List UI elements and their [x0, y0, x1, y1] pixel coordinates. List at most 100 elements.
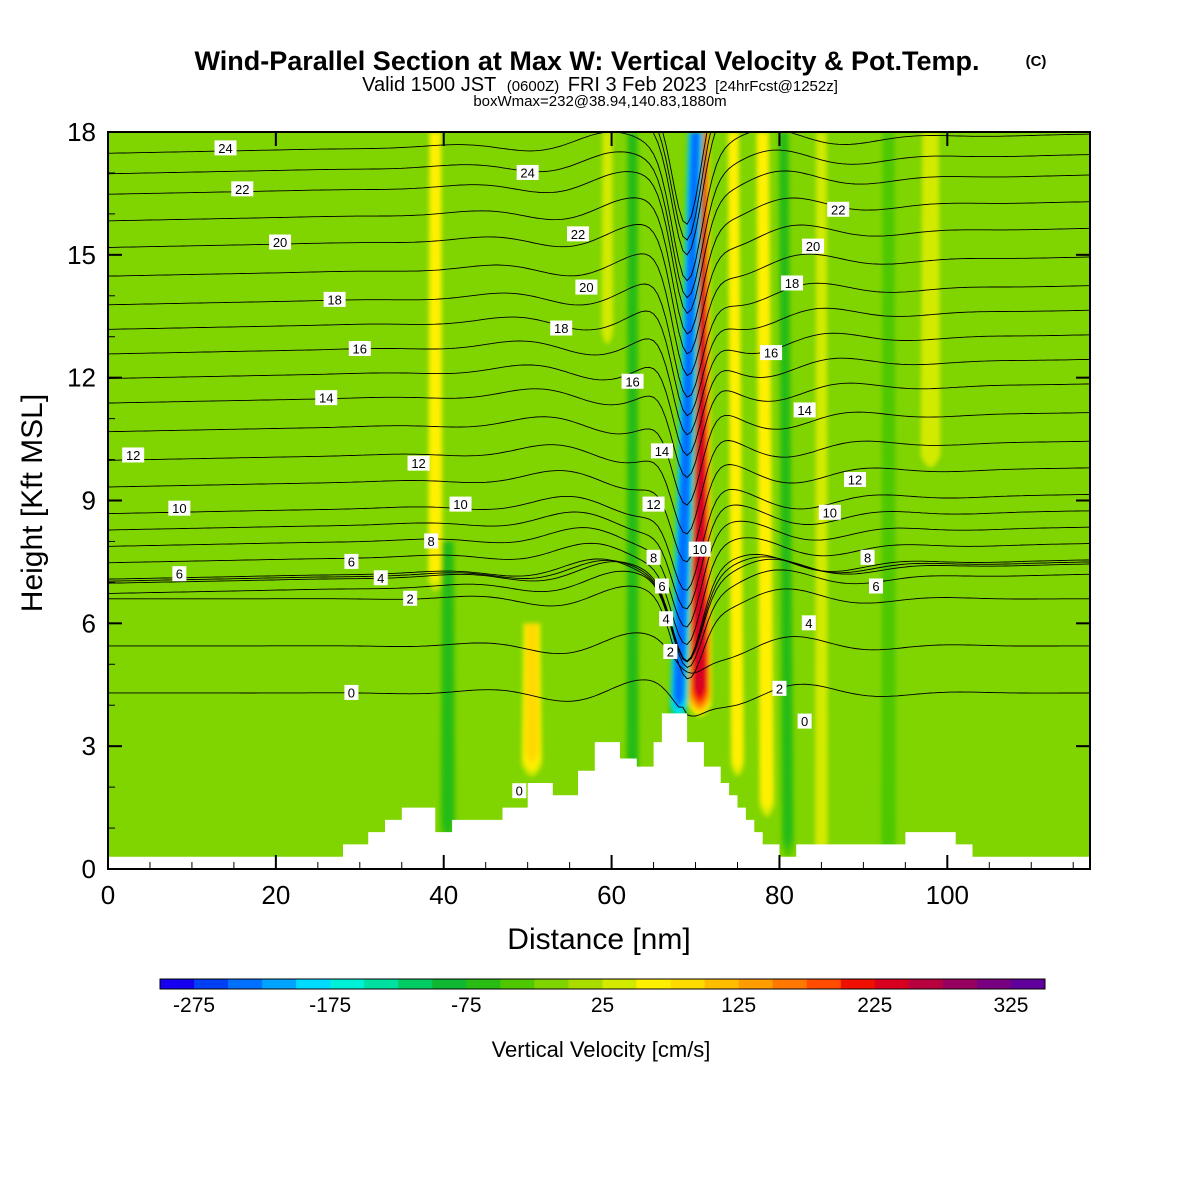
terrain — [108, 713, 1090, 869]
theta-label-box — [512, 783, 527, 799]
theta-label: 24 — [214, 140, 237, 156]
colorbar-swatch — [772, 979, 808, 989]
colorbar-swatch — [874, 979, 910, 989]
theta-label: 20 — [575, 279, 598, 295]
theta-label-box — [802, 238, 825, 254]
colorbar-tick-label: -275 — [173, 994, 215, 1017]
theta-label-box — [843, 472, 866, 488]
w-feature-updraft — [920, 132, 941, 468]
theta-label-text: 14 — [797, 403, 811, 418]
w-feature-downdraft — [668, 132, 704, 725]
theta-contour-2 — [108, 585, 1090, 680]
theta-contour-6 — [108, 553, 1090, 662]
w-band — [601, 132, 614, 344]
theta-label: 2 — [772, 680, 787, 696]
x-axis: 0 20 40 60 80 100 — [101, 132, 1074, 910]
theta-label-text: 18 — [327, 292, 341, 307]
theta-contour-8 — [108, 520, 1090, 628]
theta-label-box — [654, 578, 669, 594]
valid-line: Valid 1500 JST (0600Z) FRI 3 Feb 2023 [2… — [362, 74, 838, 96]
theta-label: 16 — [760, 345, 783, 361]
theta-label: 22 — [231, 181, 254, 197]
w-feature-updraft — [521, 623, 543, 777]
theta-label: 12 — [407, 455, 430, 471]
theta-label-box — [344, 553, 359, 569]
colorbar-swatch — [738, 979, 774, 989]
w-band — [815, 132, 828, 856]
theta-label: 6 — [344, 553, 359, 569]
theta-label-text: 2 — [667, 644, 674, 659]
w-band — [779, 132, 793, 848]
chart-title: Wind-Parallel Section at Max W: Vertical… — [195, 46, 980, 76]
theta-contour-18 — [108, 282, 1090, 398]
theta-label-text: 0 — [516, 784, 523, 799]
theta-label-text: 18 — [554, 321, 568, 336]
theta-label-text: 10 — [692, 542, 706, 557]
theta-label-box — [567, 226, 590, 242]
theta-contour-10 — [108, 488, 1090, 591]
x-tick-label: 40 — [429, 880, 458, 910]
theta-label-box — [168, 500, 191, 516]
theta-label-text: 16 — [764, 346, 778, 361]
theta-contour-16 — [108, 332, 1090, 436]
theta-contour-17 — [108, 307, 1090, 417]
theta-label: 18 — [323, 291, 346, 307]
theta-label-text: 24 — [520, 165, 534, 180]
y-tick-label: 15 — [67, 240, 96, 270]
theta-label: 0 — [344, 684, 359, 700]
theta-label-box — [516, 164, 539, 180]
w-feature-updraft — [815, 132, 828, 856]
theta-label-text: 0 — [801, 714, 808, 729]
theta-label-text: 2 — [407, 591, 414, 606]
colorbar-swatch — [228, 979, 263, 989]
theta-label: 6 — [172, 566, 187, 582]
theta-label-text: 22 — [571, 227, 585, 242]
utc-time: (0600Z) — [507, 78, 560, 95]
colorbar-swatch — [568, 979, 603, 989]
colorbar-swatch — [1010, 979, 1046, 989]
w-feature-downdraft — [778, 132, 795, 858]
theta-label: 22 — [567, 226, 590, 242]
w-feature-updraft — [601, 132, 614, 344]
theta-label-text: 22 — [831, 202, 845, 217]
w-feature-updraft — [756, 132, 775, 817]
theta-contour-15 — [108, 357, 1090, 457]
colorbar-swatch — [670, 979, 706, 989]
colorbar-swatch — [296, 979, 331, 989]
theta-label: 20 — [269, 234, 292, 250]
colorbar-frame — [159, 978, 1046, 990]
colorbar-swatch — [636, 979, 672, 989]
colorbar-swatch — [908, 979, 944, 989]
theta-label: 6 — [868, 578, 883, 594]
theta-label-text: 10 — [172, 501, 186, 516]
theta-label-text: 10 — [823, 505, 837, 520]
theta-label-box — [663, 643, 678, 659]
theta-label-text: 0 — [348, 685, 355, 700]
w-band — [524, 623, 539, 763]
theta-label: 8 — [646, 549, 661, 565]
theta-label-text: 22 — [235, 182, 249, 197]
x-axis-label: Distance [nm] — [507, 923, 690, 956]
theta-label: 14 — [793, 402, 816, 418]
w-band — [881, 132, 896, 856]
theta-label-box — [659, 611, 674, 627]
theta-label-box — [642, 496, 665, 512]
y-axis: 0 3 6 9 12 15 18 — [67, 117, 1090, 884]
w-feature-downdraft — [881, 132, 896, 856]
colorbar-swatch — [602, 979, 638, 989]
theta-label-box — [315, 390, 338, 406]
theta-contour-0 — [108, 679, 1090, 717]
w-band — [627, 132, 638, 830]
theta-label-box — [650, 443, 673, 459]
theta-contour-11 — [108, 464, 1090, 563]
theta-label-text: 8 — [650, 550, 657, 565]
theta-label: 18 — [781, 275, 804, 291]
theta-contour-14 — [108, 382, 1090, 479]
theta-label-box — [348, 341, 371, 357]
plot-area: 2424222222202020181818161616141414121212… — [108, 132, 1090, 869]
y-tick-label: 12 — [67, 363, 96, 393]
x-tick-label: 20 — [261, 880, 290, 910]
w-feature-updraft — [727, 132, 745, 777]
theta-label-box — [860, 549, 875, 565]
theta-label-text: 20 — [579, 280, 593, 295]
